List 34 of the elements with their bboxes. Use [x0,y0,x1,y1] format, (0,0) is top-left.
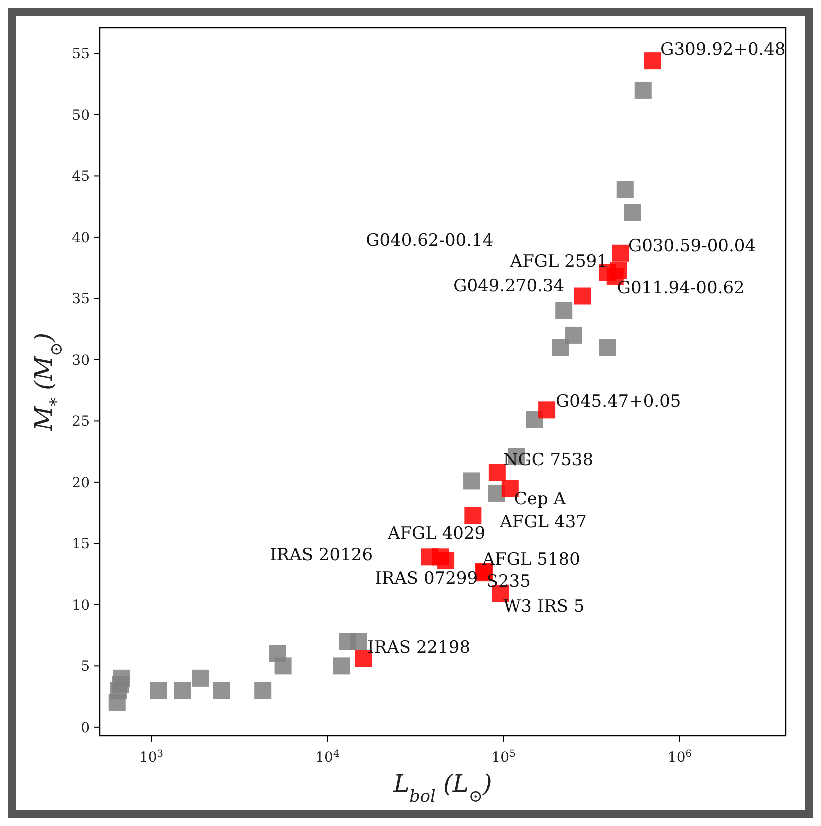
x-axis-title: L$_{bol}$ (L$_{⊙}$) [392,770,492,806]
annotation: G045.47+0.05 [556,392,682,412]
x-tick-label: 10$^{6}$ [668,748,692,766]
annotation: AFGL 4029 [387,524,486,544]
annotation: IRAS 20126 [270,545,374,566]
annotation: IRAS 07299 [375,568,478,589]
annotation: AFGL 2591 [509,252,608,272]
annotation: G040.62-00.14 [366,231,494,252]
y-tick-label: 40 [72,230,90,246]
annotation: G049.270.34 [454,276,565,296]
annotation: Cep A [514,490,567,510]
y-tick-label: 50 [72,108,90,124]
y-tick-label: 25 [72,414,90,430]
x-tick-label: 10$^{3}$ [139,748,164,766]
annotation: NGC 7538 [503,450,594,471]
y-tick-label: 45 [72,169,90,186]
annotation: G030.59-00.04 [628,236,756,256]
y-tick-label: 5 [81,659,90,676]
annotation: AFGL 437 [499,512,587,533]
y-tick-label: 55 [72,46,90,63]
y-tick-label: 30 [72,352,90,369]
x-tick-label: 10$^{5}$ [492,748,516,766]
y-tick-label: 15 [72,536,90,553]
y-tick-label: 20 [72,475,90,492]
annotation: W3 IRS 5 [504,596,585,617]
x-tick-label: 10$^{4}$ [316,748,340,766]
annotation: G011.94-00.62 [617,278,745,299]
y-tick-label: 0 [81,720,90,736]
annotation: IRAS 22198 [368,638,471,658]
y-tick-label: 35 [72,292,90,308]
y-tick-label: 10 [72,598,90,614]
annotation: S235 [486,572,531,592]
annotation: AFGL 5180 [482,550,580,570]
annotation: G309.92+0.48 [660,40,786,60]
